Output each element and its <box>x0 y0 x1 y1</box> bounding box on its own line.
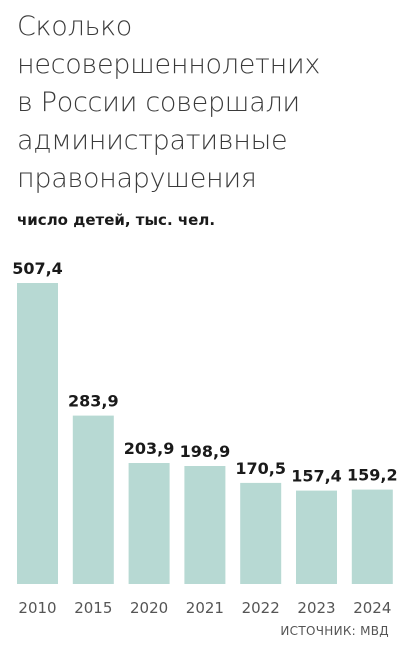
value-label-2024: 159,2 <box>347 466 398 485</box>
x-tick-label-2023: 2023 <box>297 599 335 617</box>
chart-subtitle: число детей, тыс. чел. <box>17 211 216 229</box>
x-tick-label-2024: 2024 <box>353 599 391 617</box>
x-tick-label-2015: 2015 <box>74 599 112 617</box>
source-note: ИСТОЧНИК: МВД <box>280 624 389 638</box>
value-label-2022: 170,5 <box>235 459 286 478</box>
x-tick-label-2022: 2022 <box>242 599 280 617</box>
bar-2010 <box>17 283 58 584</box>
chart-title-line-5: правонарушения <box>17 163 257 194</box>
bar-2021 <box>184 466 226 584</box>
chart-title-line-2: несовершеннолетних <box>17 49 321 80</box>
chart-title-line-3: в России совершали <box>17 87 300 118</box>
chart-title-line-1: Сколько <box>17 11 133 42</box>
bar-2020 <box>128 463 170 584</box>
bar-2024 <box>351 489 393 584</box>
bar-2022 <box>240 482 282 584</box>
value-label-2020: 203,9 <box>124 439 175 458</box>
chart-title-line-4: административные <box>17 125 288 156</box>
chart-title: Сколько несовершеннолетних в России сове… <box>17 8 402 198</box>
value-label-2023: 157,4 <box>291 467 342 486</box>
x-tick-label-2010: 2010 <box>18 599 56 617</box>
x-tick-label-2020: 2020 <box>130 599 168 617</box>
x-tick-label-2021: 2021 <box>186 599 224 617</box>
value-label-2021: 198,9 <box>180 442 231 461</box>
value-label-2010: 507,4 <box>12 259 63 278</box>
bar-2023 <box>296 490 337 584</box>
value-label-2015: 283,9 <box>68 392 119 411</box>
bar-2015 <box>72 415 114 584</box>
